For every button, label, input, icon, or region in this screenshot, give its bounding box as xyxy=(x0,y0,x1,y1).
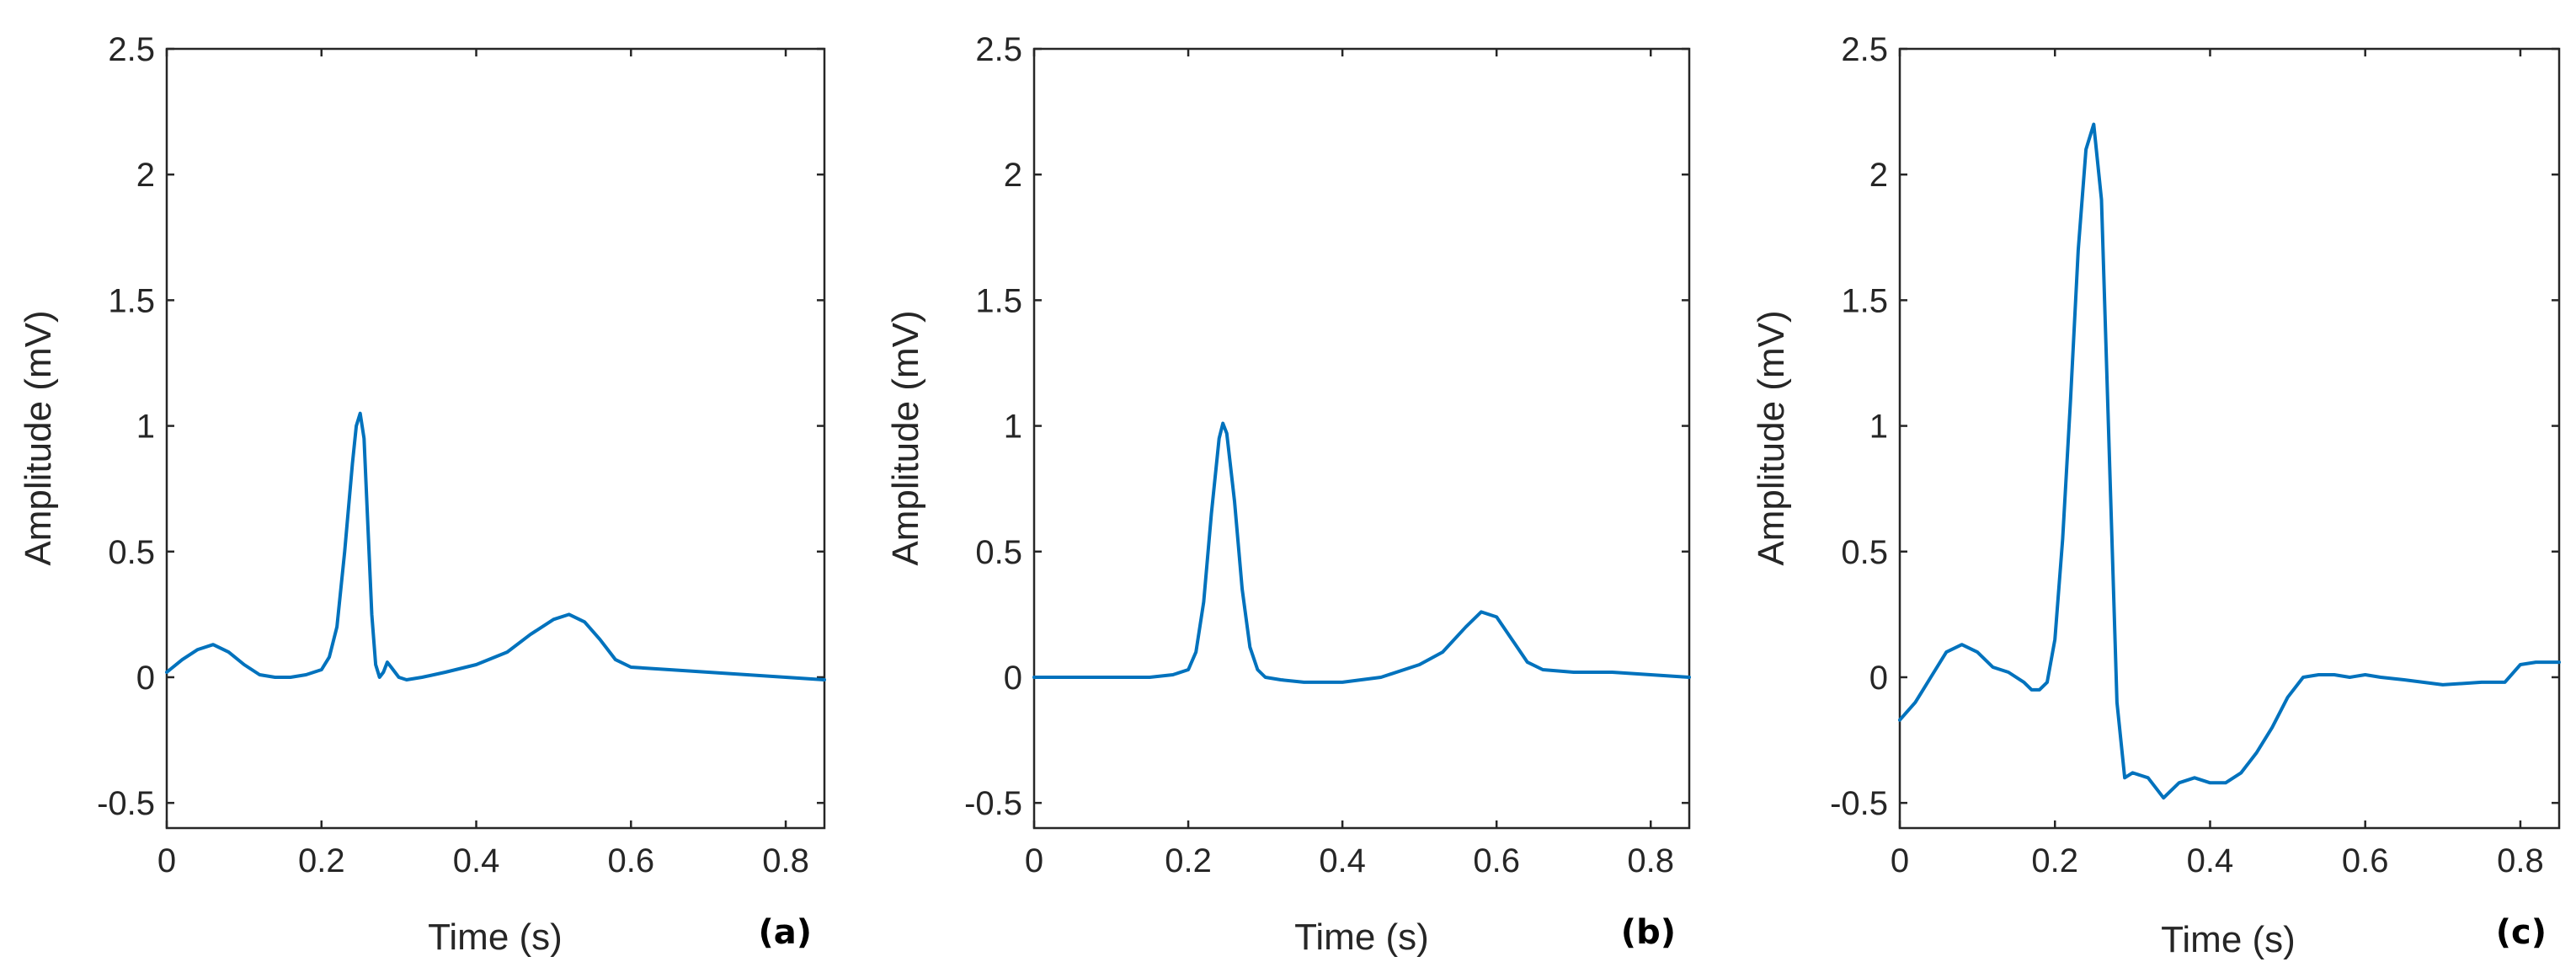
panel-a: 0 0.2 0.4 0.6 0.8-0.500.511.522.5 Time (s) A… xyxy=(18,31,826,958)
ticks-a: 0 0.2 0.4 0.6 0.8-0.500.511.522.5 xyxy=(97,31,824,879)
panel-label: (b) xyxy=(1621,913,1676,952)
x-tick-label: 0.4 xyxy=(2187,842,2234,879)
x-tick-label: 0.8 xyxy=(762,842,809,879)
x-tick-label: 0.2 xyxy=(1165,842,1212,879)
y-tick-label: -0.5 xyxy=(1830,785,1888,822)
y-tick-label: 2.5 xyxy=(1841,31,1888,68)
ticks-c: 0 0.2 0.4 0.6 0.8-0.500.511.522.5 xyxy=(1830,31,2559,879)
y-axis-label: Amplitude (mV) xyxy=(18,310,59,565)
ecg-trace-line xyxy=(1898,122,2561,800)
axes-box-a xyxy=(165,47,826,830)
x-tick-label: 0.6 xyxy=(1473,842,1520,879)
x-tick-label: 0 xyxy=(1025,842,1043,879)
axes-box-c xyxy=(1898,47,2561,830)
y-tick-label: 2.5 xyxy=(975,31,1022,68)
y-axis-label: Amplitude (mV) xyxy=(885,310,926,565)
x-tick-label: 0.8 xyxy=(1627,842,1674,879)
x-tick-label: 0.6 xyxy=(607,842,654,879)
ecg-trace-line xyxy=(165,411,826,681)
series-b xyxy=(1032,421,1691,684)
x-tick-label: 0.2 xyxy=(2031,842,2078,879)
y-tick-label: 0 xyxy=(1004,660,1022,697)
y-tick-label: -0.5 xyxy=(97,785,155,822)
y-tick-label: 1 xyxy=(136,409,155,446)
axes-box-b xyxy=(1032,47,1691,830)
x-tick-label: 0.4 xyxy=(1319,842,1366,879)
y-axis-label: Amplitude (mV) xyxy=(1751,310,1792,565)
ecg-trace-line xyxy=(1032,421,1691,684)
x-axis-label: Time (s) xyxy=(1294,917,1429,958)
y-tick-label: 0 xyxy=(136,660,155,697)
y-tick-label: 1 xyxy=(1004,409,1022,446)
y-tick-label: 0.5 xyxy=(975,534,1022,571)
y-tick-label: 2 xyxy=(1869,157,1888,194)
y-tick-label: 0.5 xyxy=(1841,534,1888,571)
panel-label: (a) xyxy=(758,913,812,952)
y-tick-label: 1.5 xyxy=(975,282,1022,319)
panel-c: 0 0.2 0.4 0.6 0.8-0.500.511.522.5 Time (s) A… xyxy=(1751,31,2561,960)
y-tick-label: -0.5 xyxy=(964,785,1022,822)
panel-label: (c) xyxy=(2496,913,2547,952)
x-tick-label: 0.2 xyxy=(298,842,345,879)
x-tick-label: 0.8 xyxy=(2497,842,2544,879)
y-tick-label: 2.5 xyxy=(108,31,155,68)
series-a xyxy=(165,411,826,681)
x-tick-label: 0.4 xyxy=(453,842,500,879)
y-tick-label: 1.5 xyxy=(1841,282,1888,319)
y-tick-label: 1 xyxy=(1869,409,1888,446)
y-tick-label: 2 xyxy=(136,157,155,194)
x-tick-label: 0.6 xyxy=(2342,842,2389,879)
x-axis-label: Time (s) xyxy=(2161,919,2296,960)
panel-b: 0 0.2 0.4 0.6 0.8-0.500.511.522.5 Time (s) A… xyxy=(885,31,1691,958)
x-axis-label: Time (s) xyxy=(428,917,563,958)
y-tick-label: 0 xyxy=(1869,660,1888,697)
ticks-b: 0 0.2 0.4 0.6 0.8-0.500.511.522.5 xyxy=(964,31,1689,879)
series-c xyxy=(1898,122,2561,800)
y-tick-label: 2 xyxy=(1004,157,1022,194)
y-tick-label: 1.5 xyxy=(108,282,155,319)
x-tick-label: 0 xyxy=(157,842,176,879)
y-tick-label: 0.5 xyxy=(108,534,155,571)
x-tick-label: 0 xyxy=(1891,842,1909,879)
